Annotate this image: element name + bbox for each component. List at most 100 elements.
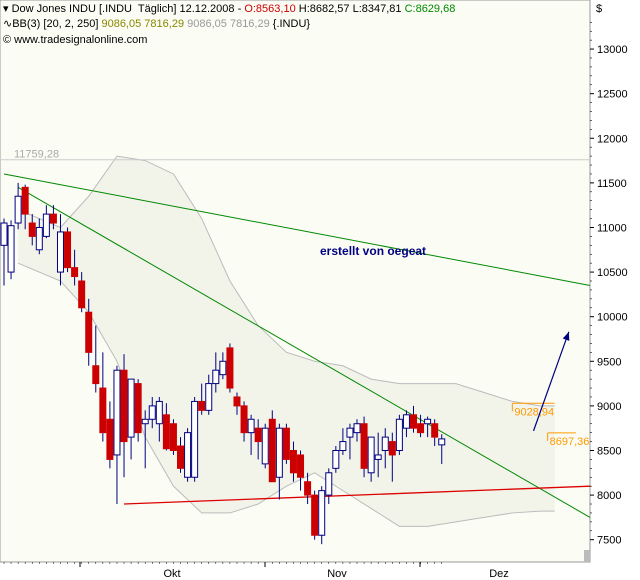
y-tick-label: 11000 xyxy=(597,222,627,234)
candle xyxy=(177,437,185,473)
candle-body-down xyxy=(134,383,142,434)
annotation-layer: 9028,94 8697,36 xyxy=(511,331,590,448)
x-tick-label: Dez xyxy=(489,568,509,580)
candle xyxy=(247,414,255,455)
candle xyxy=(0,218,8,286)
candle-body-up xyxy=(191,400,199,478)
x-tick-label: Okt xyxy=(163,568,180,580)
candle-body-down xyxy=(254,427,262,443)
candle-body-down xyxy=(289,449,297,474)
y-tick-label: 8000 xyxy=(597,490,621,502)
candle xyxy=(56,214,64,286)
candle-body-down xyxy=(169,423,177,451)
candle xyxy=(85,298,93,366)
open-value: O:8563,10 xyxy=(244,3,296,15)
candle xyxy=(388,432,396,482)
high-value: H:8682,57 xyxy=(295,3,350,15)
y-axis-area xyxy=(590,0,640,562)
candle-body-down xyxy=(49,213,57,224)
candle xyxy=(99,352,107,442)
y-tick-label: 10000 xyxy=(597,312,628,324)
candle xyxy=(205,374,213,415)
header-line-copyright: © www.tradesignalonline.com xyxy=(3,34,147,47)
candle-body-up xyxy=(332,449,340,469)
candle-body-down xyxy=(28,222,36,237)
candle xyxy=(49,205,57,230)
candle xyxy=(367,436,375,482)
candle-body-up xyxy=(402,414,410,429)
candle-body-down xyxy=(240,405,248,434)
candle-body-down xyxy=(85,311,93,353)
candle-body-up xyxy=(127,378,135,438)
candle-body-up xyxy=(247,418,255,434)
candle xyxy=(148,396,156,429)
trendline-layer: 11759,28 xyxy=(0,149,591,518)
candle-body-up xyxy=(261,427,269,465)
candle xyxy=(332,446,340,473)
candle xyxy=(219,352,227,380)
candle xyxy=(282,423,290,464)
level-line-label: 11759,28 xyxy=(14,149,59,161)
candle-body-up xyxy=(275,427,283,478)
candle-body-up xyxy=(155,400,163,425)
candle xyxy=(417,414,425,438)
candle xyxy=(113,365,121,505)
candle-body-down xyxy=(226,347,234,389)
y-tick-label: 12500 xyxy=(597,89,628,101)
green-trendline-1 xyxy=(3,173,591,286)
candle-body-down xyxy=(71,267,79,278)
candle-body-up xyxy=(7,225,15,273)
currency-symbol: $ xyxy=(596,3,603,15)
green-trendline-2 xyxy=(17,186,591,518)
candle-body-up xyxy=(113,369,121,456)
y-tick-label: 11500 xyxy=(597,178,627,190)
candle xyxy=(155,396,163,442)
price-annotation-label-2: 8697,36 xyxy=(550,436,590,448)
chart-menu-icon[interactable]: ▾ xyxy=(3,3,12,15)
candle xyxy=(353,419,361,442)
candle-body-up xyxy=(42,213,50,237)
candle xyxy=(261,423,269,469)
candle xyxy=(409,405,417,433)
instrument-title: Dow Jones INDU [.INDU Täglich] 12.12.200… xyxy=(11,3,245,15)
candle xyxy=(402,410,410,438)
indicator-icon[interactable]: ∿ xyxy=(3,18,13,30)
x-axis: Okt Nov Dez xyxy=(3,562,509,580)
candle xyxy=(268,410,276,483)
candle xyxy=(346,423,354,460)
candle-body-up xyxy=(367,436,375,474)
candle xyxy=(92,325,100,393)
candle-body-down xyxy=(78,280,86,309)
candle-body-up xyxy=(395,418,403,451)
candle xyxy=(318,486,326,545)
candle xyxy=(21,184,29,230)
bollinger-values-b: 9086,05 7816,29 xyxy=(184,18,270,30)
resize-handle[interactable] xyxy=(584,550,590,562)
candle-body-down xyxy=(409,414,417,429)
y-tick-label: 12000 xyxy=(597,133,628,145)
candle xyxy=(311,490,319,540)
candle-body-up xyxy=(212,369,220,385)
candle-body-down xyxy=(268,418,276,483)
candle-body-up xyxy=(438,438,446,446)
candle xyxy=(7,220,15,280)
candle-body-up xyxy=(14,195,22,224)
candle-body-down xyxy=(106,418,114,460)
y-axis: 7500 8000 8500 9000 9500 10000 10500 11000 11500… xyxy=(590,22,628,547)
candle-body-down xyxy=(282,427,290,460)
candle xyxy=(240,401,248,442)
candle-body-up xyxy=(318,490,326,536)
header-line-bollinger: ∿BB(3) [20, 2, 250] 9086,05 7816,29 9086… xyxy=(3,18,310,31)
candle-body-down xyxy=(177,445,185,469)
candle xyxy=(198,383,206,415)
candle-body-down xyxy=(233,396,241,407)
candle-body-down xyxy=(198,400,206,411)
candle-body-down xyxy=(311,494,319,536)
candle xyxy=(71,249,79,286)
bollinger-values-a: 9086,05 7816,29 xyxy=(98,18,185,30)
copyright-text: © www.tradesignalonline.com xyxy=(3,34,148,46)
candle xyxy=(360,416,368,478)
candle xyxy=(304,472,312,505)
